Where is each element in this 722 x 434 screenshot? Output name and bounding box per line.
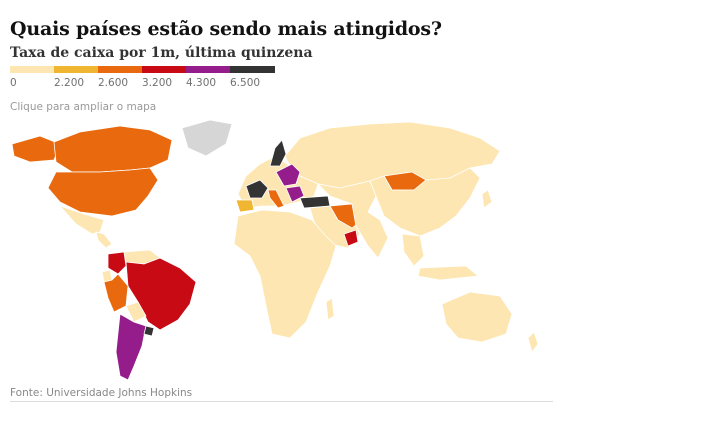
region-new-zealand (527, 331, 539, 353)
legend-label-4: 4.300 (186, 77, 217, 89)
legend-label-5: 6.500 (230, 77, 261, 89)
world-map[interactable] (0, 116, 560, 386)
region-alaska (11, 135, 61, 163)
chart-subtitle: Taxa de caixa por 1m, última quinzena (10, 45, 313, 61)
chart-container: Quais países estão sendo mais atingidos?… (0, 18, 560, 402)
legend-swatch-3 (142, 66, 186, 73)
region-greenland (181, 119, 233, 157)
legend-label-2: 2.600 (98, 77, 129, 89)
region-france (245, 179, 269, 199)
region-peru (103, 273, 129, 313)
bottom-divider (10, 401, 553, 402)
region-uruguay (143, 325, 155, 337)
legend-swatch-1 (54, 66, 98, 73)
region-usa (47, 167, 159, 217)
region-japan (481, 189, 493, 209)
source-note: Fonte: Universidade Johns Hopkins (10, 387, 193, 399)
region-china (369, 167, 481, 237)
region-southeast-asia (401, 233, 479, 281)
region-madagascar (325, 297, 335, 321)
legend-swatch-4 (186, 66, 230, 73)
legend-label-1: 2.200 (54, 77, 85, 89)
zoom-map-link[interactable]: Clique para ampliar o mapa (10, 101, 157, 113)
region-colombia (107, 251, 127, 275)
region-africa (233, 209, 337, 339)
region-canada (53, 125, 173, 173)
legend-label-3: 3.200 (142, 77, 173, 89)
legend-label-0: 0 (10, 77, 17, 89)
color-legend: 0 2.200 2.600 3.200 4.300 6.500 (10, 66, 280, 96)
chart-title: Quais países estão sendo mais atingidos? (10, 18, 442, 40)
legend-swatch-0 (10, 66, 54, 73)
region-italy (267, 189, 285, 209)
region-balkans (285, 185, 305, 203)
region-scandinavia (269, 139, 287, 167)
legend-swatch-5 (230, 66, 275, 73)
region-oman (343, 229, 359, 247)
region-argentina (115, 313, 147, 381)
region-spain (235, 199, 255, 213)
region-central-america (95, 231, 113, 249)
region-australia (441, 291, 513, 343)
region-mexico (59, 205, 105, 235)
region-bolivia (125, 301, 147, 323)
region-central-europe (275, 163, 301, 187)
legend-swatch-2 (98, 66, 142, 73)
